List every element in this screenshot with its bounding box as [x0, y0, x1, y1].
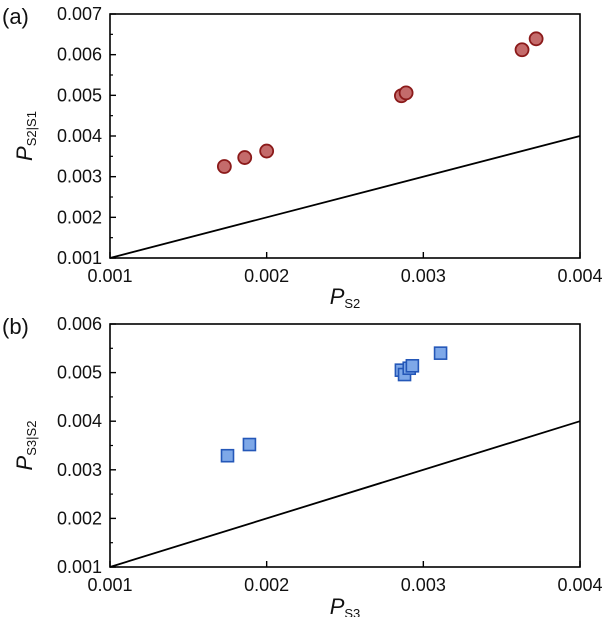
panel-a: (a) 0.001 0.002 0.003 0.004 0.001 0.002 0.003 0.…	[2, 4, 603, 311]
y-axis-title-main: P	[12, 455, 37, 470]
x-tick-label: 0.001	[87, 266, 132, 286]
x-tick-label: 0.004	[557, 266, 602, 286]
data-point	[237, 150, 253, 165]
reference-line	[109, 135, 581, 259]
plot-frame	[109, 13, 581, 259]
reference-line	[109, 420, 581, 568]
x-tick-label: 0.003	[401, 575, 446, 595]
x-tick-label: 0.002	[244, 575, 289, 595]
x-axis-title: PS3	[330, 594, 361, 617]
data-point	[259, 143, 275, 159]
y-tick-label: 0.005	[57, 85, 102, 105]
y-tick-label: 0.007	[57, 4, 102, 24]
y-axis-title-main: P	[12, 146, 37, 161]
plot-frame	[109, 323, 581, 568]
y-tick-label: 0.003	[57, 167, 102, 187]
y-axis-title: PS2|S1	[12, 111, 39, 161]
data-point	[433, 346, 448, 360]
x-tick-label: 0.004	[557, 575, 602, 595]
panel-label: (b)	[2, 314, 29, 339]
x-tick-label: 0.002	[244, 266, 289, 286]
data-point	[514, 42, 530, 58]
y-axis-title-sub: S2|S1	[24, 111, 39, 146]
y-tick-label: 0.006	[57, 314, 102, 334]
data-point	[220, 448, 235, 463]
x-axis-title-main: P	[330, 284, 345, 309]
data-point	[528, 31, 544, 47]
x-axis-title: PS2	[330, 284, 361, 311]
y-tick-label: 0.005	[57, 363, 102, 383]
data-point	[242, 437, 257, 452]
data-point	[398, 85, 414, 101]
y-tick-label: 0.001	[57, 557, 102, 577]
y-tick-label: 0.006	[57, 45, 102, 65]
y-axis-title: PS3|S2	[12, 421, 39, 471]
y-tick-label: 0.002	[57, 508, 102, 528]
y-tick-label: 0.001	[57, 248, 102, 268]
panel-b: (b) 0.001 0.002 0.003 0.004 0.001 0.002 0.003 0.…	[2, 314, 603, 617]
x-axis-title-sub: S2	[344, 296, 360, 311]
y-axis-title-sub: S3|S2	[24, 421, 39, 456]
x-tick-label: 0.003	[401, 266, 446, 286]
panel-label: (a)	[2, 4, 29, 29]
x-axis-title-sub: S3	[344, 606, 360, 617]
y-tick-label: 0.004	[57, 411, 102, 431]
y-tick-label: 0.002	[57, 207, 102, 227]
data-point	[216, 159, 232, 174]
data-point	[405, 358, 420, 373]
y-tick-label: 0.003	[57, 460, 102, 480]
x-tick-label: 0.001	[87, 575, 132, 595]
x-axis-title-main: P	[330, 594, 345, 617]
y-tick-label: 0.004	[57, 126, 102, 146]
